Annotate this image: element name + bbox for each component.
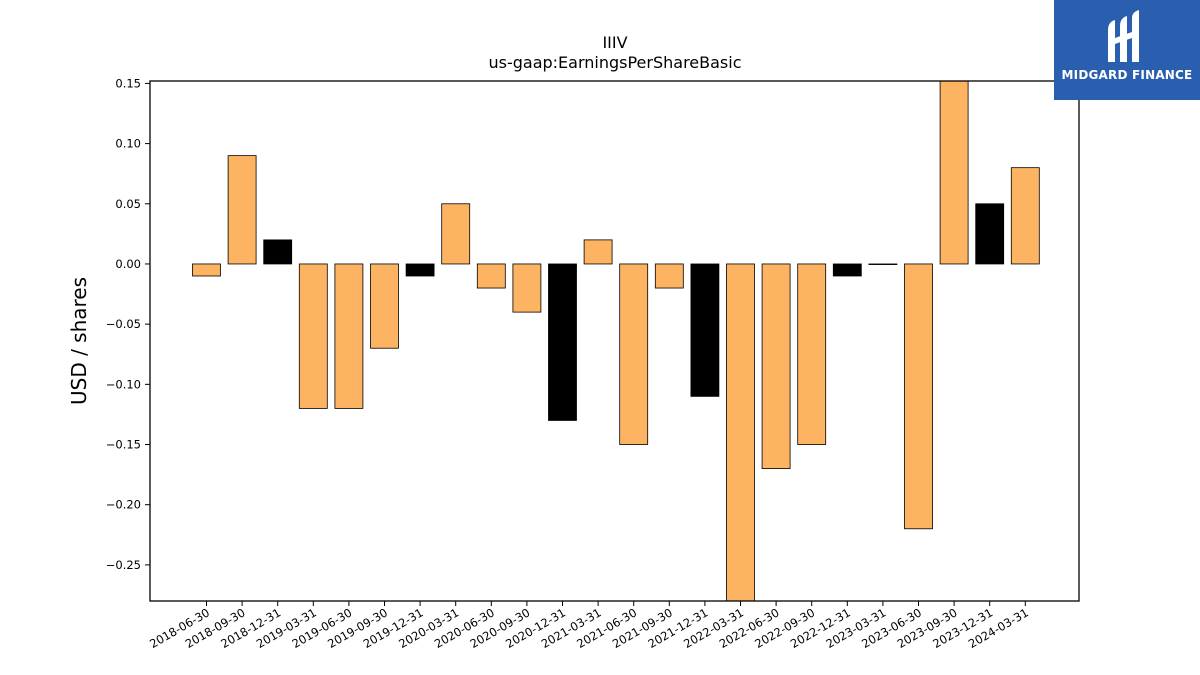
bar-2023-12-31 xyxy=(975,203,1005,265)
chart-title: IIIV xyxy=(602,33,627,52)
bar-2024-03-31 xyxy=(1010,167,1040,265)
y-tick-label: 0.15 xyxy=(115,76,141,90)
bar-2019-09-30 xyxy=(370,263,399,349)
y-tick-label: −0.15 xyxy=(106,438,141,452)
y-tick-label: −0.10 xyxy=(106,377,141,391)
bar-2022-06-30 xyxy=(761,263,791,469)
bar-2019-06-30 xyxy=(334,263,364,409)
bar-2019-12-31 xyxy=(405,263,435,277)
midgard-finance-logo: MIDGARD FINANCE xyxy=(1054,0,1200,100)
bar-2023-03-31 xyxy=(868,263,898,265)
bar-2023-06-30 xyxy=(904,263,933,530)
x-axis: 2018-06-302018-09-302018-12-312019-03-31… xyxy=(147,601,1031,651)
bar-2020-12-31 xyxy=(548,263,577,421)
bar-2020-09-30 xyxy=(512,263,542,313)
bar-2022-09-30 xyxy=(797,263,827,445)
bar-2021-12-31 xyxy=(690,263,720,397)
bar-2021-09-30 xyxy=(654,263,684,289)
bar-2018-09-30 xyxy=(227,155,257,265)
plot-frame xyxy=(149,80,1080,602)
chart-subtitle: us-gaap:EarningsPerShareBasic xyxy=(488,53,741,72)
bar-2022-03-31 xyxy=(726,263,755,602)
bar-2019-03-31 xyxy=(298,263,328,409)
bar-2020-06-30 xyxy=(476,263,506,289)
midgard-logo-icon xyxy=(1108,10,1139,62)
bar-2021-06-30 xyxy=(619,263,649,445)
y-axis-label: USD / shares xyxy=(67,277,91,405)
y-tick-label: 0.00 xyxy=(115,257,141,271)
bar-2023-09-30 xyxy=(939,80,969,265)
bars-group xyxy=(192,80,1040,602)
y-tick-label: 0.10 xyxy=(115,137,141,151)
y-tick-label: −0.20 xyxy=(106,498,141,512)
bar-2021-03-31 xyxy=(583,239,613,265)
y-tick-label: −0.05 xyxy=(106,317,141,331)
bar-2018-06-30 xyxy=(192,263,221,277)
bar-2022-12-31 xyxy=(832,263,862,277)
bar-2020-03-31 xyxy=(441,203,471,265)
bar-2018-12-31 xyxy=(263,239,293,265)
y-tick-label: 0.05 xyxy=(115,197,141,211)
logo-text: MIDGARD FINANCE xyxy=(1061,68,1193,82)
y-axis: 0.15 0.10 0.05 0.00 −0.05 −0.10 −0.15 −0.20 −0.2… xyxy=(106,76,150,572)
y-tick-label: −0.25 xyxy=(106,558,141,572)
